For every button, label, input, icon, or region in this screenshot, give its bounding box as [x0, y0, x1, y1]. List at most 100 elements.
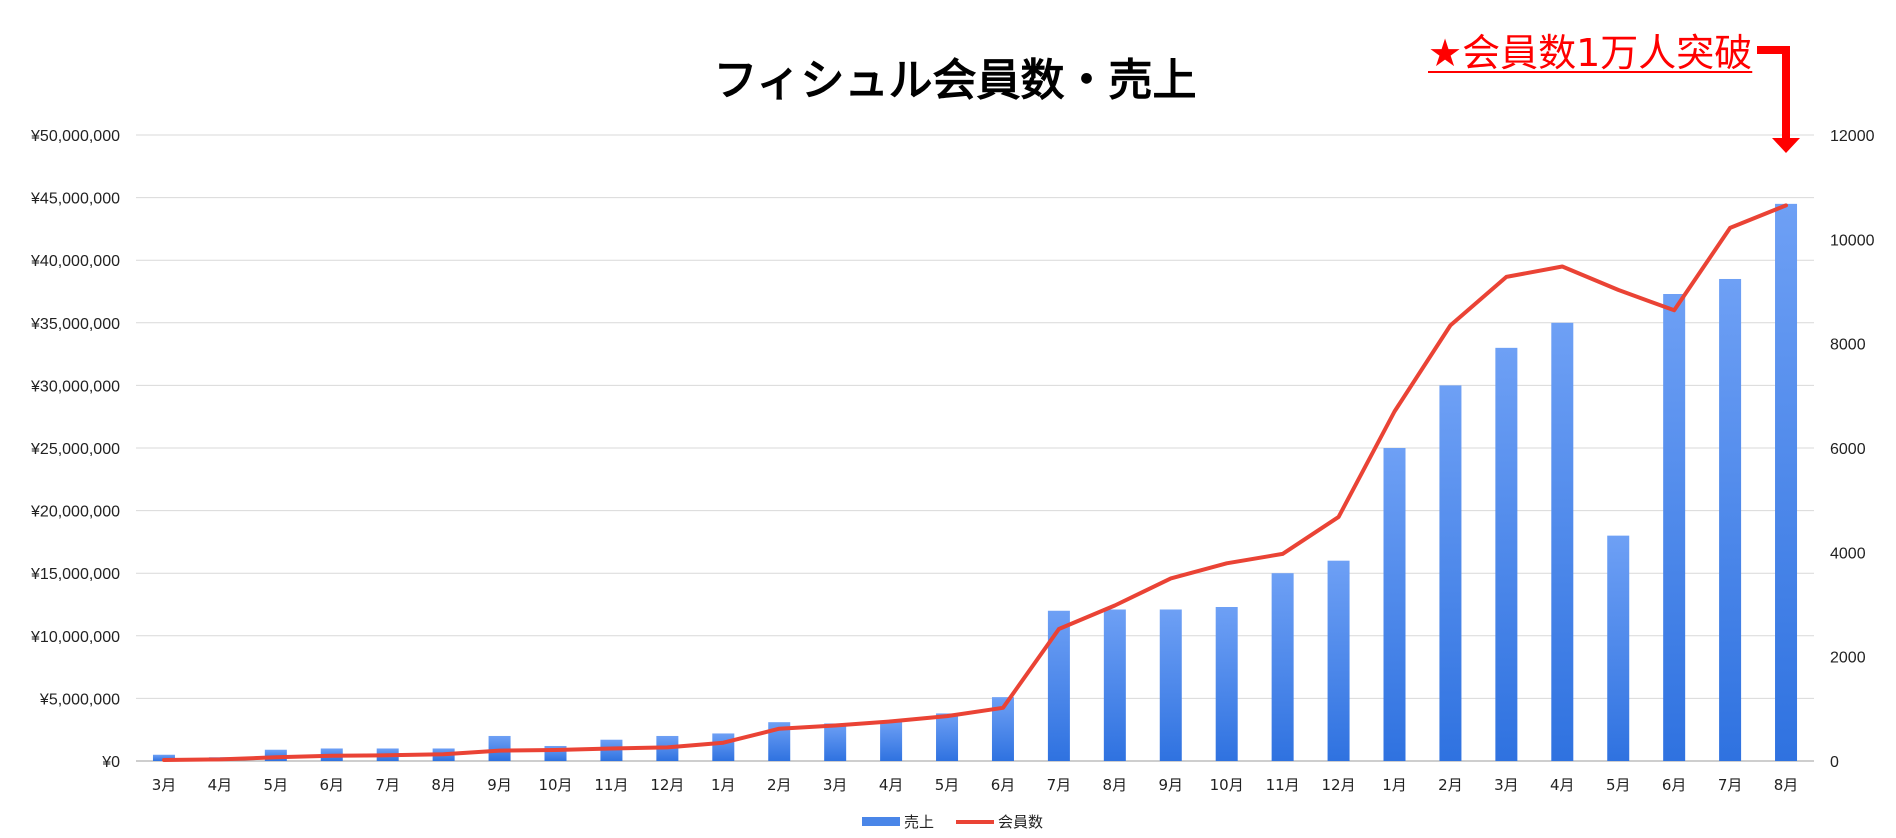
- x-axis-ticks: 3月 4月 5月 6月 7月 8月 9月 10月 11月 12月 1月 2月 3月 4月 5月 6月 7月 8月 9…: [152, 776, 1799, 794]
- sales-bar: [1215, 607, 1238, 761]
- members-point: [1114, 605, 1116, 607]
- members-line-path: [162, 203, 1788, 762]
- members-point: [1282, 553, 1284, 555]
- sales-bar: [1663, 294, 1686, 761]
- members-point: [499, 750, 501, 752]
- members-point: [555, 749, 556, 751]
- members-point: [1338, 516, 1340, 518]
- left-axis-tick-label: ¥0: [101, 754, 120, 771]
- members-point: [1170, 577, 1172, 579]
- members-point: [946, 715, 948, 717]
- right-axis-tick-label: 12000: [1830, 128, 1875, 145]
- x-axis-tick-label: 9月: [1158, 776, 1183, 794]
- left-axis-tick-label: ¥45,000,000: [30, 191, 120, 208]
- members-point: [443, 753, 445, 755]
- x-axis-tick-label: 1月: [711, 776, 736, 794]
- sales-bar: [1383, 448, 1406, 761]
- sales-bar: [991, 697, 1014, 761]
- sales-bar: [488, 735, 511, 761]
- members-point: [1505, 276, 1507, 278]
- members-point: [1226, 562, 1228, 564]
- members-point: [163, 759, 165, 761]
- right-axis-tick-label: 6000: [1830, 441, 1866, 458]
- sales-bar: [1439, 385, 1462, 761]
- members-line: [162, 203, 1788, 762]
- left-axis-tick-label: ¥40,000,000: [30, 253, 120, 270]
- members-point: [666, 746, 668, 748]
- left-axis-tick-label: ¥5,000,000: [39, 691, 120, 708]
- annotation-arrow-shaft: [1757, 46, 1790, 140]
- x-axis-tick-label: 4月: [1550, 776, 1575, 794]
- x-axis-tick-label: 12月: [1322, 776, 1356, 794]
- legend-swatch-sales: [862, 817, 900, 826]
- sales-bar: [1159, 609, 1182, 761]
- sales-bar: [1719, 278, 1742, 761]
- x-axis-tick-label: 5月: [935, 776, 960, 794]
- members-point: [1561, 265, 1563, 267]
- members-point: [1449, 324, 1451, 326]
- x-axis-tick-label: 8月: [1774, 776, 1799, 794]
- chart-title: フィシュル会員数・売上: [713, 55, 1196, 106]
- x-axis-tick-label: 11月: [1266, 776, 1300, 794]
- members-point: [890, 720, 892, 722]
- members-point: [1617, 289, 1619, 291]
- members-point: [834, 725, 836, 727]
- x-axis-tick-label: 5月: [1606, 776, 1631, 794]
- members-point: [275, 756, 277, 758]
- sales-bar: [1327, 560, 1350, 761]
- x-axis-tick-label: 8月: [431, 776, 456, 794]
- left-axis-tick-label: ¥35,000,000: [30, 316, 120, 333]
- x-axis-tick-label: 1月: [1382, 776, 1407, 794]
- members-point: [219, 758, 221, 760]
- x-axis-tick-label: 7月: [375, 776, 400, 794]
- sales-bar: [1495, 347, 1518, 761]
- x-axis-tick-label: 10月: [538, 776, 572, 794]
- members-point: [1002, 707, 1004, 709]
- members-point: [722, 742, 724, 744]
- members-point: [1785, 204, 1787, 206]
- x-axis-tick-label: 2月: [767, 776, 792, 794]
- sales-bar: [1607, 535, 1630, 761]
- sales-bar: [936, 713, 959, 761]
- left-axis-ticks: ¥0 ¥5,000,000 ¥10,000,000 ¥15,000,000 ¥20,00…: [30, 128, 120, 771]
- sales-bar: [1551, 322, 1574, 761]
- x-axis-tick-label: 7月: [1047, 776, 1072, 794]
- x-axis-tick-label: 3月: [1494, 776, 1519, 794]
- x-axis-tick-label: 6月: [991, 776, 1016, 794]
- members-point: [610, 747, 612, 749]
- sales-bar: [1047, 610, 1070, 761]
- right-axis-ticks: 0 2000 4000 6000 8000 10000 12000: [1830, 128, 1875, 771]
- x-axis-tick-label: 4月: [208, 776, 233, 794]
- left-axis-tick-label: ¥30,000,000: [30, 378, 120, 395]
- sales-bar: [1775, 203, 1798, 762]
- x-axis-tick-label: 7月: [1718, 776, 1743, 794]
- members-point: [387, 754, 389, 756]
- x-axis-tick-label: 11月: [594, 776, 628, 794]
- legend-label-members: 会員数: [998, 813, 1043, 831]
- x-axis-tick-label: 3月: [823, 776, 848, 794]
- right-axis-tick-label: 10000: [1830, 232, 1875, 249]
- annotation-arrow-head: [1772, 138, 1800, 153]
- left-axis-tick-label: ¥25,000,000: [30, 441, 120, 458]
- members-point: [1058, 628, 1060, 630]
- x-axis-tick-label: 2月: [1438, 776, 1463, 794]
- sales-bar: [880, 720, 903, 761]
- annotation-text: ★会員数1万人突破: [1428, 31, 1752, 75]
- right-axis-tick-label: 2000: [1830, 650, 1866, 667]
- right-axis-tick-label: 0: [1830, 754, 1839, 771]
- gridlines: [136, 134, 1814, 762]
- left-axis-tick-label: ¥50,000,000: [30, 128, 120, 145]
- x-axis-tick-label: 9月: [487, 776, 512, 794]
- members-point: [1729, 227, 1731, 229]
- sales-bar: [712, 733, 735, 761]
- members-point: [1394, 410, 1395, 412]
- sales-bar: [824, 723, 847, 761]
- members-point: [331, 755, 333, 757]
- x-axis-tick-label: 12月: [650, 776, 684, 794]
- sales-bars: [152, 203, 1798, 762]
- x-axis-tick-label: 10月: [1210, 776, 1244, 794]
- x-axis-tick-label: 4月: [879, 776, 904, 794]
- x-axis-tick-label: 6月: [1662, 776, 1687, 794]
- sales-bar: [1103, 609, 1126, 761]
